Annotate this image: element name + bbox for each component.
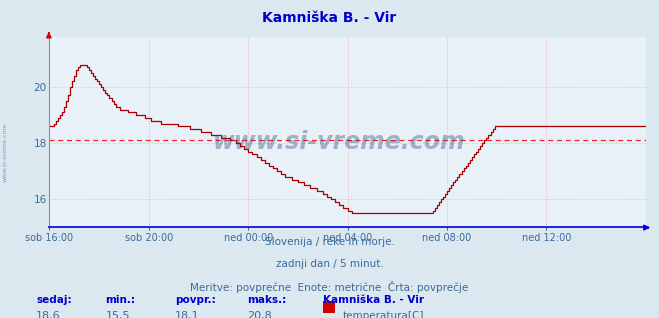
Text: zadnji dan / 5 minut.: zadnji dan / 5 minut. xyxy=(275,259,384,269)
Text: maks.:: maks.: xyxy=(247,295,287,305)
Text: Kamniška B. - Vir: Kamniška B. - Vir xyxy=(323,295,424,305)
Text: 18,1: 18,1 xyxy=(175,311,199,318)
Text: www.si-vreme.com: www.si-vreme.com xyxy=(213,129,466,154)
Text: 20,8: 20,8 xyxy=(247,311,272,318)
Text: Kamniška B. - Vir: Kamniška B. - Vir xyxy=(262,11,397,25)
Text: Meritve: povprečne  Enote: metrične  Črta: povprečje: Meritve: povprečne Enote: metrične Črta:… xyxy=(190,281,469,294)
Text: www.si-vreme.com: www.si-vreme.com xyxy=(3,123,8,183)
Text: 18,6: 18,6 xyxy=(36,311,61,318)
Text: temperatura[C]: temperatura[C] xyxy=(343,311,424,318)
Text: povpr.:: povpr.: xyxy=(175,295,215,305)
Text: min.:: min.: xyxy=(105,295,136,305)
Text: 15,5: 15,5 xyxy=(105,311,130,318)
Text: sedaj:: sedaj: xyxy=(36,295,72,305)
Text: Slovenija / reke in morje.: Slovenija / reke in morje. xyxy=(264,237,395,247)
